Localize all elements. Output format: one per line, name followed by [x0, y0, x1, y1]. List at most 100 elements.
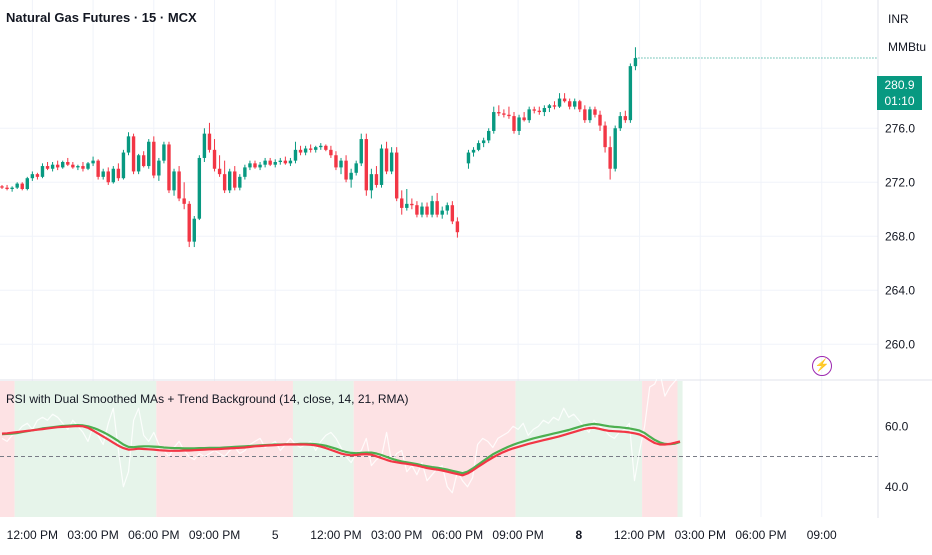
candle	[384, 141, 389, 175]
candle-body	[450, 205, 455, 222]
time-tick-label: 12:00 PM	[614, 528, 665, 542]
candle-body	[177, 171, 181, 199]
candle-body	[593, 109, 597, 115]
candle-body	[425, 206, 429, 215]
candle	[517, 114, 521, 135]
candle	[507, 106, 511, 119]
candle	[172, 168, 176, 196]
candle	[476, 140, 481, 152]
candle	[152, 136, 156, 179]
bar-countdown: 01:10	[884, 94, 915, 108]
candle	[552, 101, 557, 110]
candle-body	[628, 66, 633, 121]
time-tick-label: 03:00 PM	[67, 528, 118, 542]
candle-body	[268, 160, 272, 165]
candle	[283, 156, 288, 165]
candle-body	[308, 148, 313, 150]
candle	[116, 163, 121, 181]
candle-body	[420, 206, 424, 215]
candle-body	[633, 58, 638, 67]
candle	[578, 99, 582, 113]
candle	[522, 112, 526, 122]
candle-body	[147, 141, 151, 167]
candle	[440, 206, 444, 219]
candle	[512, 112, 516, 134]
candle	[471, 147, 476, 157]
candle-body	[547, 105, 552, 108]
candle-body	[212, 149, 217, 169]
candle	[258, 162, 262, 171]
candle-body	[562, 98, 567, 102]
candle	[228, 168, 232, 194]
candle	[394, 147, 399, 202]
candle	[10, 186, 14, 192]
oscillator-title: RSI with Dual Smoothed MAs + Trend Backg…	[6, 392, 409, 406]
candle-body	[415, 205, 419, 215]
candle-body	[517, 117, 521, 131]
candle-body	[116, 168, 121, 179]
bull-trend-background	[677, 381, 683, 517]
candle-body	[96, 160, 100, 177]
candle-body	[497, 112, 501, 114]
candle-body	[20, 183, 24, 189]
candle-body	[25, 178, 29, 189]
candle-body	[603, 125, 607, 148]
candle-body	[298, 149, 303, 153]
candle	[628, 63, 633, 123]
candle	[15, 182, 19, 189]
candle	[61, 160, 65, 169]
candles-layer	[0, 47, 878, 248]
candle	[71, 162, 75, 169]
candle-body	[86, 163, 90, 169]
candle-body	[623, 116, 628, 121]
candle	[364, 133, 369, 196]
time-tick-label: 03:00 PM	[371, 528, 422, 542]
candle	[0, 184, 4, 189]
candle	[379, 144, 384, 188]
candle-body	[394, 152, 399, 199]
candle	[502, 109, 506, 118]
candle-body	[324, 145, 328, 150]
candle-body	[512, 116, 516, 131]
candle	[182, 182, 186, 210]
candle-body	[542, 108, 547, 113]
price-tick-label: 276.0	[885, 121, 915, 135]
time-tick-label: 09:00	[807, 528, 837, 542]
candle	[608, 136, 612, 180]
candle	[603, 121, 607, 153]
unit-label[interactable]: MMBtu	[888, 40, 927, 54]
candle	[202, 128, 207, 162]
candle	[91, 156, 95, 167]
last-price-label: 280.9 01:10	[877, 76, 922, 110]
candle-body	[192, 218, 196, 242]
candle-body	[35, 174, 40, 177]
candle-body	[476, 143, 481, 150]
time-tick-label: 06:00 PM	[128, 528, 179, 542]
candle-body	[435, 201, 439, 215]
currency-label[interactable]: INR	[888, 12, 909, 26]
time-tick-label: 12:00 PM	[310, 528, 361, 542]
candle	[157, 157, 161, 181]
candle	[430, 195, 434, 218]
candle-body	[5, 187, 9, 189]
candle	[339, 157, 343, 175]
candle-body	[238, 176, 242, 188]
candle-body	[481, 140, 486, 144]
candle	[253, 160, 257, 169]
candle	[344, 155, 348, 183]
candle-body	[344, 160, 348, 180]
last-price-value: 280.9	[884, 78, 915, 92]
candle-body	[10, 187, 14, 189]
lightning-alert-icon[interactable]: ⚡	[812, 356, 832, 376]
candle-body	[152, 141, 156, 176]
candle	[415, 201, 419, 218]
candle	[40, 163, 45, 179]
candle-body	[248, 163, 252, 168]
candle	[633, 47, 638, 71]
candle	[233, 166, 237, 191]
candle-body	[466, 152, 471, 164]
time-tick-label: 06:00 PM	[432, 528, 483, 542]
candle	[374, 166, 379, 188]
